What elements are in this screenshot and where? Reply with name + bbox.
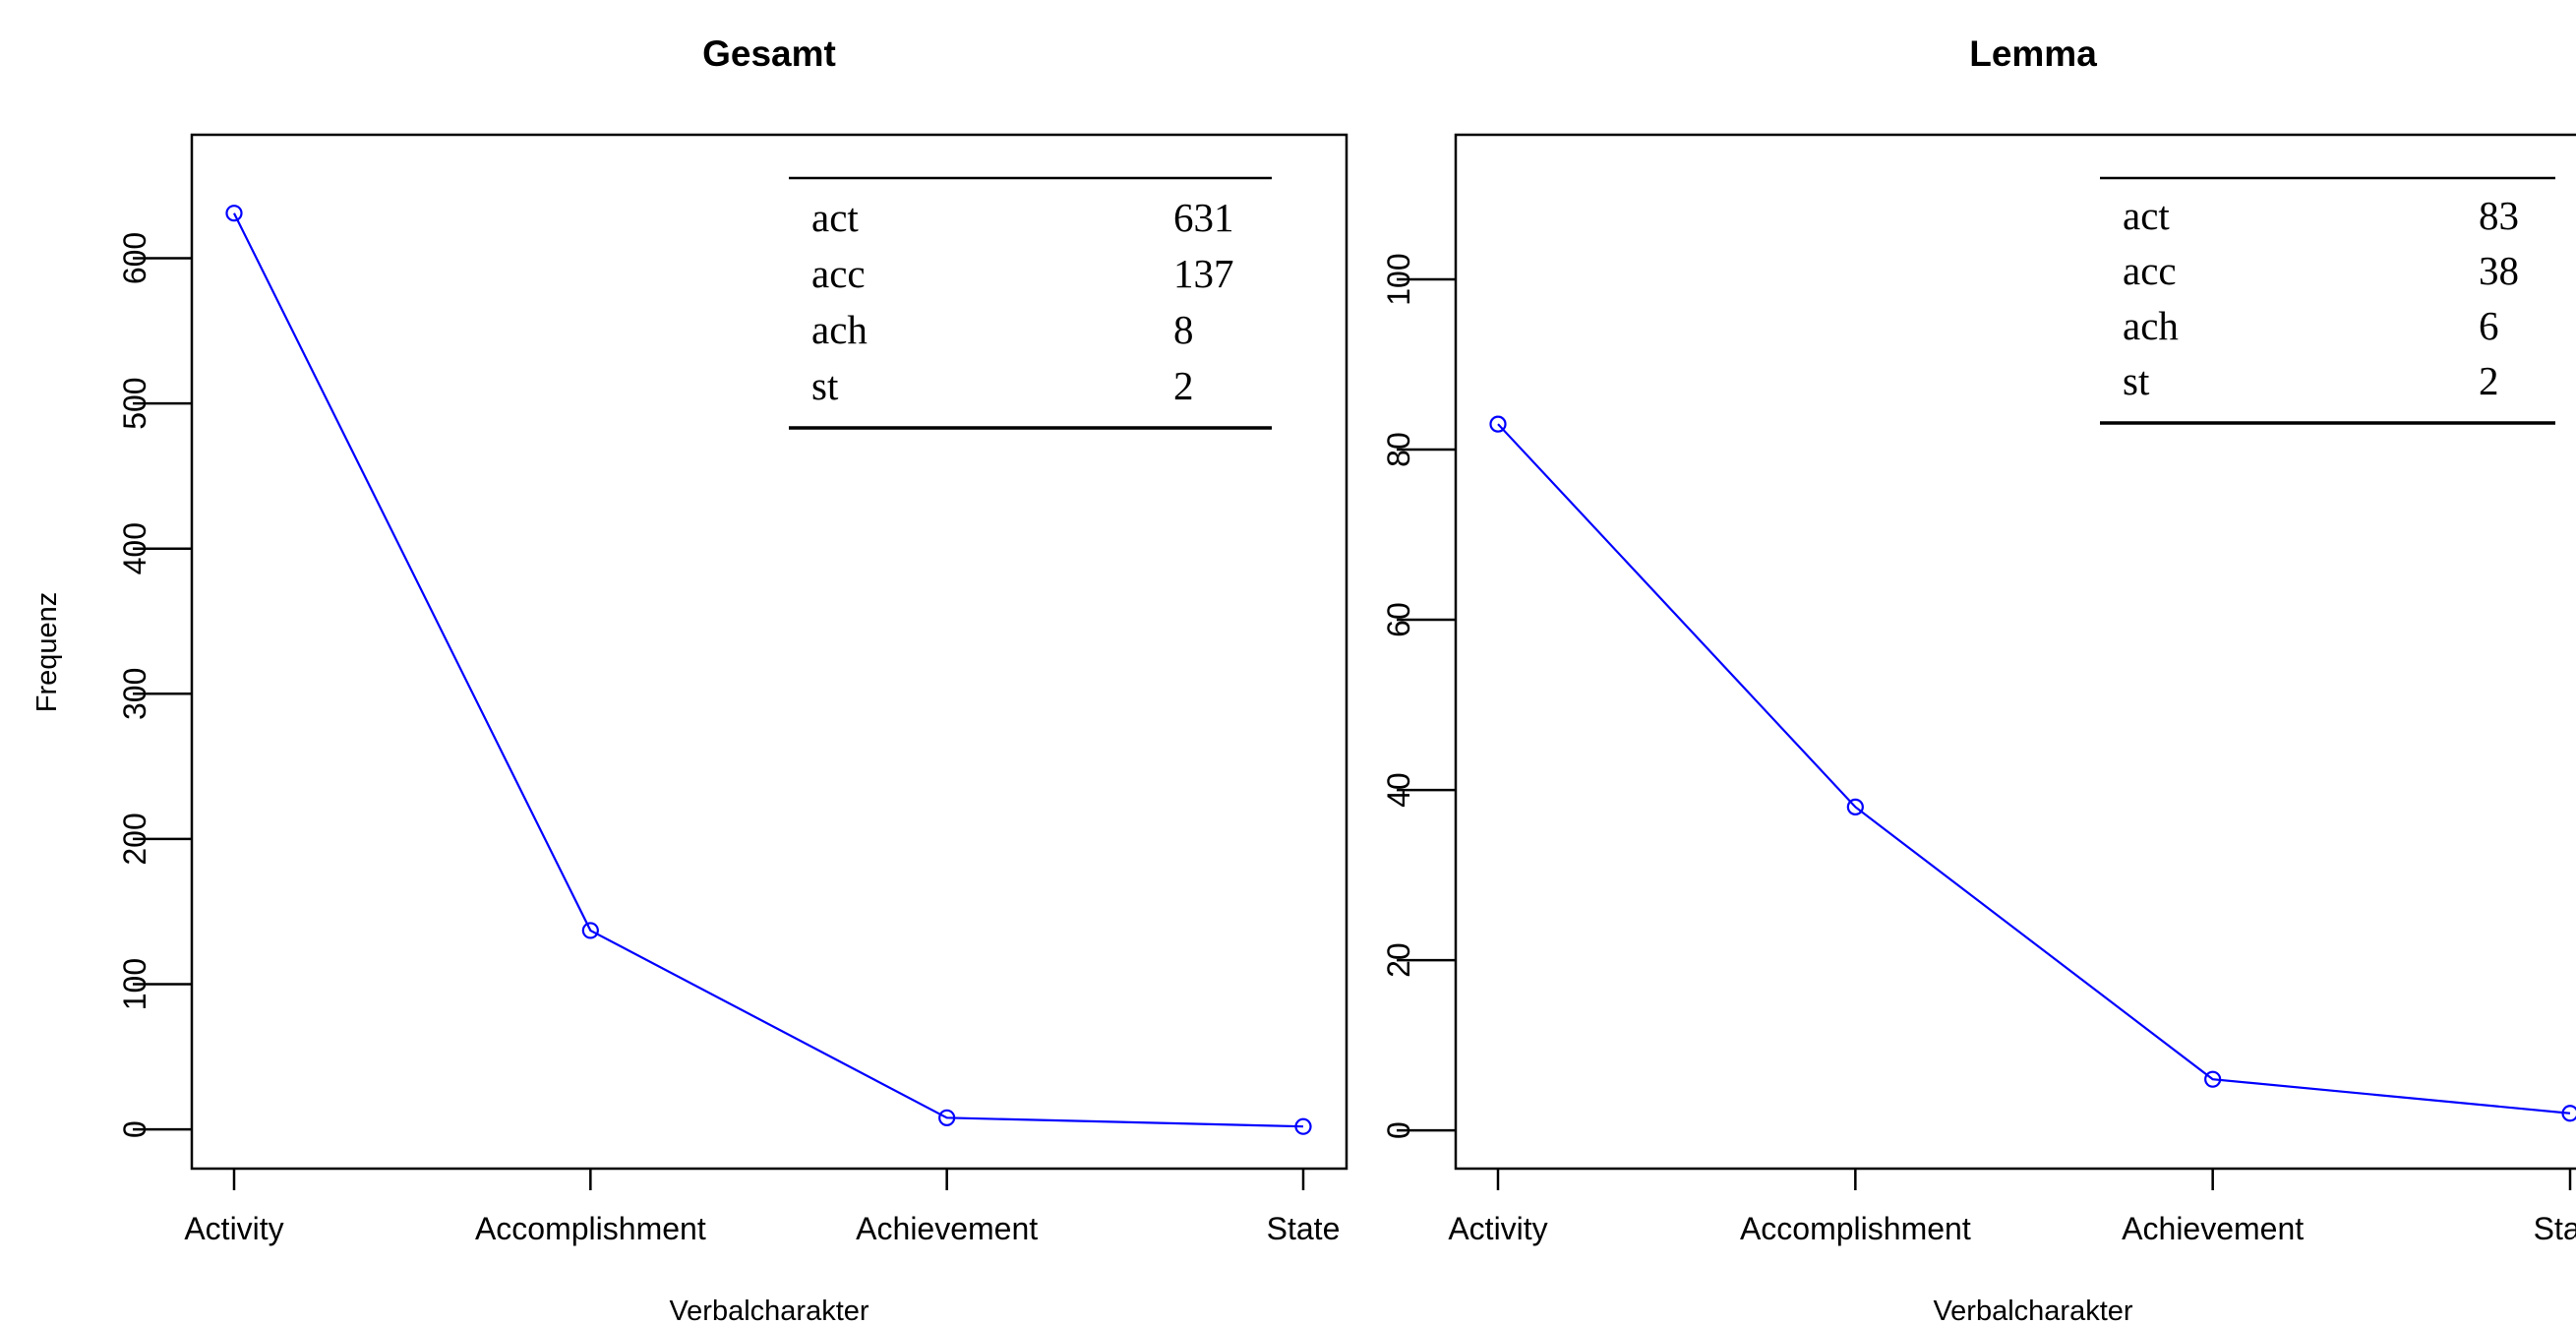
- table-row-label: acc: [811, 251, 866, 296]
- series-line: [1497, 423, 2571, 1115]
- table-row-value: 631: [1173, 195, 1234, 240]
- data-point: [2204, 1070, 2222, 1088]
- table-row-label: act: [811, 195, 859, 240]
- plot-frame: [1454, 133, 2576, 1171]
- x-tick-label: State: [1267, 1211, 1341, 1246]
- x-tick-label: Activity: [184, 1211, 283, 1246]
- y-tick-label: 600: [117, 232, 152, 284]
- data-point: [225, 205, 243, 222]
- y-tick-label: 0: [1381, 1121, 1416, 1139]
- y-tick-label: 60: [1381, 602, 1416, 637]
- y-tick-label: 100: [1381, 253, 1416, 305]
- table-row-value: 137: [1173, 251, 1234, 296]
- chart-title: Gesamt: [702, 33, 836, 74]
- table-row-value: 83: [2479, 193, 2519, 238]
- data-point: [581, 922, 599, 939]
- x-axis-label: Verbalcharakter: [1933, 1296, 2132, 1326]
- chart-title: Lemma: [1969, 33, 2097, 74]
- y-tick-label: 80: [1381, 432, 1416, 467]
- table-row-label: ach: [2123, 303, 2179, 348]
- y-tick-label: 300: [117, 668, 152, 720]
- table-row-label: act: [2123, 193, 2170, 238]
- table-row-value: 6: [2479, 303, 2499, 348]
- table-row-value: 2: [2479, 358, 2499, 403]
- x-tick-label: Activity: [1448, 1211, 1547, 1246]
- data-point: [1846, 798, 1864, 815]
- data-point: [938, 1109, 956, 1126]
- y-tick-label: 40: [1381, 772, 1416, 808]
- table-row-label: acc: [2123, 248, 2177, 293]
- table-row-label: ach: [811, 307, 868, 352]
- x-tick-label: Accomplishment: [475, 1211, 706, 1246]
- y-tick-label: 0: [117, 1120, 152, 1138]
- y-tick-label: 400: [117, 522, 152, 574]
- data-point: [1294, 1117, 1312, 1135]
- table-row-label: st: [811, 363, 839, 408]
- x-tick-label: Accomplishment: [1740, 1211, 1971, 1246]
- table-row-value: 2: [1173, 363, 1194, 408]
- x-tick-label: Achievement: [856, 1211, 1038, 1246]
- data-point: [2561, 1105, 2576, 1122]
- y-tick-label: 20: [1381, 942, 1416, 978]
- table-row-value: 8: [1173, 307, 1194, 352]
- series-line: [233, 212, 1304, 1128]
- table-row-value: 38: [2479, 248, 2519, 293]
- chart-panel-1: Lemma 0 20 40 60 80 100 Activity Accomplishment A…: [1381, 33, 2576, 1326]
- summary-table: act 83 acc 38 ach 6 st 2: [2100, 176, 2555, 425]
- x-tick-label: Achievement: [2122, 1211, 2304, 1246]
- table-row-label: st: [2123, 358, 2150, 403]
- x-axis-label: Verbalcharakter: [669, 1296, 869, 1326]
- plot-frame: [190, 133, 1348, 1171]
- y-tick-label: 200: [117, 813, 152, 865]
- y-axis-label: Frequenz: [31, 592, 63, 713]
- x-tick-label: State: [2534, 1211, 2576, 1246]
- summary-table: act 631 acc 137 ach 8 st 2: [789, 176, 1272, 430]
- data-point: [1489, 415, 1507, 433]
- y-tick-label: 100: [117, 958, 152, 1010]
- y-tick-label: 500: [117, 377, 152, 429]
- chart-panel-0: Gesamt 0 100 200 300 400 500 600 Activity Accompl…: [31, 33, 1348, 1326]
